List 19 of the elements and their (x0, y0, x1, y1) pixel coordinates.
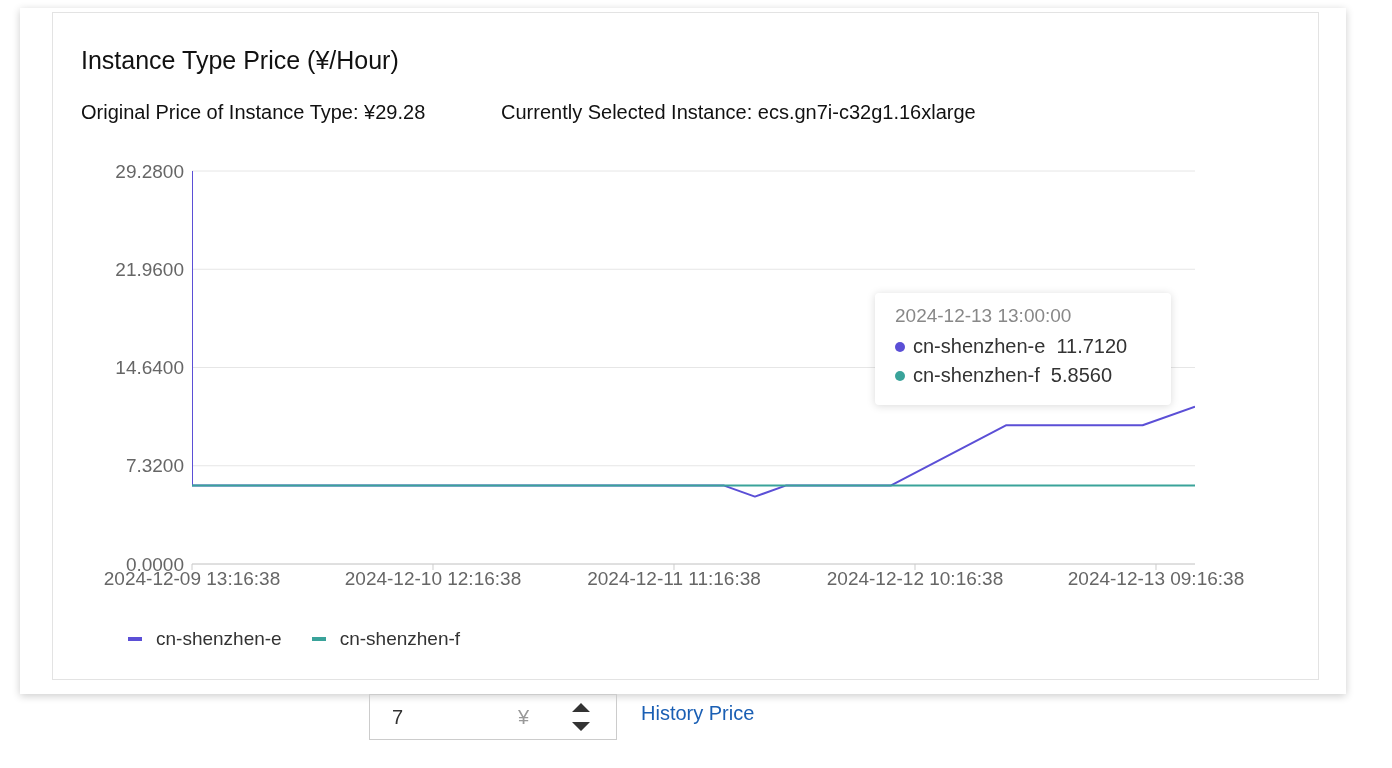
x-tick-label: 2024-12-11 11:16:38 (587, 568, 761, 590)
annotation: cn-shenzhen-f 5.8560 (913, 364, 1113, 387)
annotation: 2024-12-13 13:00:00 (895, 305, 1073, 327)
chart-subtitle: Original Price of Instance Type: ¥29.28 (81, 101, 426, 124)
legend-label: cn-shenzhen-f (339, 628, 461, 650)
text: History Price (641, 702, 755, 725)
text: Currently Selected Instance: ecs.gn7i-c32g1.16xlarge (501, 101, 976, 124)
y-tick-label: 7.3200 (125, 455, 184, 477)
y-tick-label: 14.6400 (115, 357, 184, 379)
y-tick-label: 29.2800 (115, 160, 184, 182)
x-tick-label: 2024-12-12 10:16:38 (826, 568, 1004, 590)
chart-title: Instance Type Price (¥/Hour) (81, 46, 399, 75)
annotation: cn-shenzhen-e 11.7120 (913, 335, 1128, 358)
x-tick-label: 2024-12-13 09:16:38 (1067, 568, 1245, 590)
number-input: 7 ¥ (369, 694, 617, 740)
y-tick-label: 21.9600 (115, 258, 184, 280)
tooltip-panel: 2024-12-13 13:00:00 cn-shenzhen-e 11.7120 cn-shenzhen-f 5.8560 (875, 293, 1171, 405)
legend-label: cn-shenzhen-e (156, 628, 282, 650)
x-tick-label: 2024-12-10 12:16:38 (344, 568, 522, 590)
